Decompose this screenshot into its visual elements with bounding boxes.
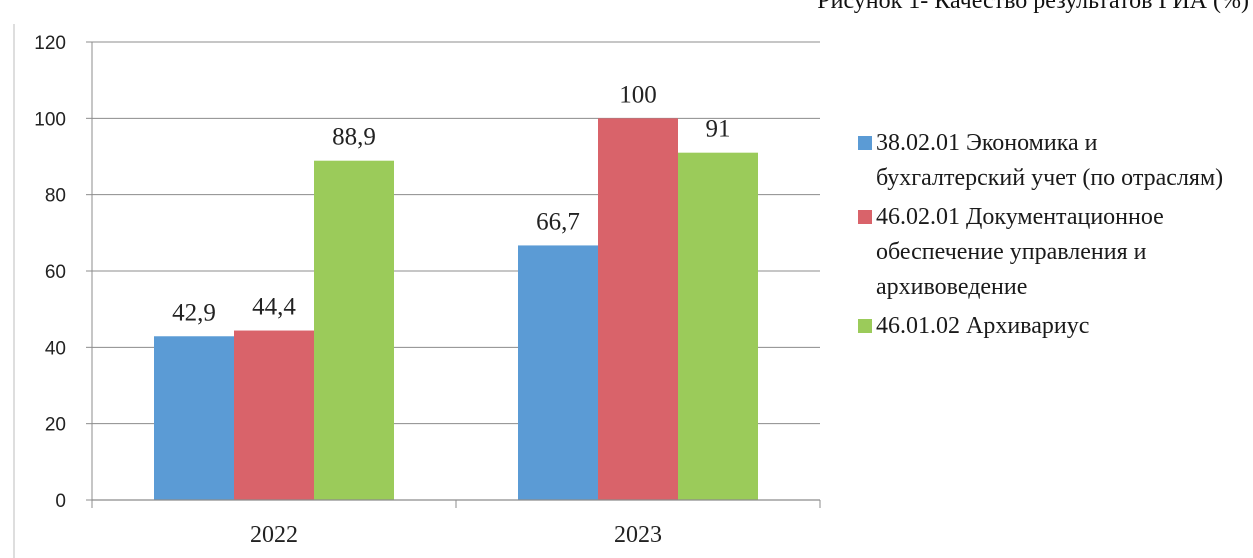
legend-item-economics: 38.02.01 Экономика и бухгалтерский учет … [858,126,1250,196]
bar [678,152,758,500]
bar [314,160,394,500]
data-label: 44,4 [252,294,296,321]
axes: 0 20 40 60 80 100 120 2022 2023 [34,33,821,548]
legend-item-documentation: 46.02.01 Документационное обеспечение уп… [858,200,1250,305]
data-label: 91 [706,116,731,143]
bar-chart: 42,9 44,4 88,9 66,7 100 91 0 20 40 60 80 100 120 202… [13,24,821,558]
legend-swatch-documentation [858,210,872,224]
y-tick-label: 40 [45,338,66,359]
legend: 38.02.01 Экономика и бухгалтерский учет … [858,126,1250,348]
bar [518,245,598,500]
figure-caption: Рисунок 1- Качество результатов ГИА (%) [817,0,1249,14]
legend-label-economics: 38.02.01 Экономика и бухгалтерский учет … [876,130,1224,191]
data-label: 66,7 [536,208,580,235]
data-labels: 42,9 44,4 88,9 66,7 100 91 [172,81,730,326]
bar [598,118,678,500]
y-tick-label: 0 [55,491,66,512]
bar [154,336,234,500]
y-tick-label: 80 [45,186,66,207]
x-tick-label: 2023 [614,522,662,548]
y-tick-label: 60 [45,262,66,283]
legend-item-archivist: 46.01.02 Архивариус [858,309,1250,344]
legend-label-archivist: 46.01.02 Архивариус [876,313,1090,339]
x-tick-label: 2022 [250,522,298,548]
legend-swatch-archivist [858,319,872,333]
bar [234,330,314,500]
data-label: 42,9 [172,299,216,326]
y-tick-label: 100 [34,109,66,130]
bars [154,118,758,500]
data-label: 88,9 [332,124,376,151]
y-tick-label: 20 [45,415,66,436]
data-label: 100 [619,81,657,108]
legend-swatch-economics [858,136,872,150]
legend-label-documentation: 46.02.01 Документационное обеспечение уп… [876,204,1164,300]
y-tick-label: 120 [34,33,66,54]
